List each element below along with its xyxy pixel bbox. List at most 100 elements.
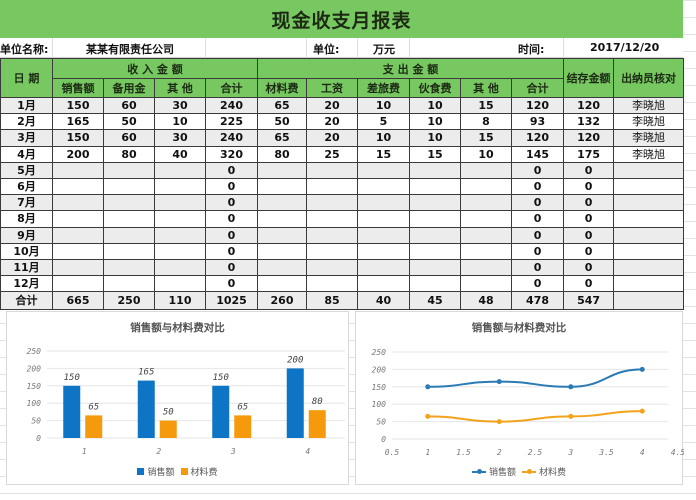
cell-other-income[interactable]	[154, 226, 206, 244]
cell-meals[interactable]	[409, 161, 461, 179]
cell-income-total[interactable]: 320	[205, 145, 258, 163]
cell-reserve[interactable]	[103, 194, 155, 212]
unit-value[interactable]: 万元	[373, 43, 395, 56]
cell-salary[interactable]	[306, 275, 358, 293]
cell-cashier[interactable]	[613, 258, 685, 277]
cell-other-expense[interactable]	[460, 226, 512, 244]
header-date[interactable]: 日 期	[0, 58, 53, 98]
cell-month[interactable]: 4月	[0, 145, 53, 163]
cell-other-expense[interactable]	[460, 210, 512, 228]
total-cell-income-total[interactable]: 1025	[205, 291, 258, 311]
cell-salary[interactable]	[306, 161, 358, 179]
cell-expense-total[interactable]: 0	[510, 177, 565, 196]
cell-cashier[interactable]: 李晓旭	[613, 145, 685, 163]
cell-income-total[interactable]: 0	[205, 275, 258, 293]
cell-reserve[interactable]	[103, 161, 155, 179]
header-expense-total[interactable]: 合计	[510, 78, 565, 98]
total-cell-travel[interactable]: 40	[357, 291, 410, 311]
cell-other-expense[interactable]	[460, 242, 512, 260]
cell-expense-total[interactable]: 120	[510, 129, 565, 147]
cell-cashier[interactable]	[613, 177, 685, 196]
cell-other-expense[interactable]	[460, 194, 512, 212]
cell-sales[interactable]	[52, 161, 104, 179]
header-salary[interactable]: 工资	[306, 78, 358, 98]
cell-income-total[interactable]: 0	[205, 194, 258, 212]
cell-salary[interactable]	[306, 242, 358, 260]
total-cell-meals[interactable]: 45	[409, 291, 461, 311]
cell-material[interactable]: 50	[257, 113, 307, 131]
cell-balance[interactable]: 120	[563, 129, 615, 147]
cell-other-expense[interactable]: 10	[460, 145, 512, 163]
cell-sales[interactable]: 150	[52, 129, 104, 147]
cell-salary[interactable]	[306, 177, 358, 196]
cell-cashier[interactable]: 李晓旭	[613, 129, 685, 147]
cell-travel[interactable]: 10	[357, 129, 410, 147]
cell-reserve[interactable]	[103, 226, 155, 244]
header-balance[interactable]: 结存金额	[563, 58, 615, 98]
cell-reserve[interactable]: 80	[103, 145, 155, 163]
cell-material[interactable]	[257, 161, 307, 179]
cell-other-expense[interactable]	[460, 258, 512, 277]
cell-reserve[interactable]	[103, 177, 155, 196]
cell-balance[interactable]: 0	[563, 194, 615, 212]
cell-other-income[interactable]: 30	[154, 129, 206, 147]
cell-month[interactable]: 8月	[0, 210, 53, 228]
cell-meals[interactable]	[409, 242, 461, 260]
cell-salary[interactable]	[306, 194, 358, 212]
cell-income-total[interactable]: 240	[205, 129, 258, 147]
cell-travel[interactable]	[357, 210, 410, 228]
header-reserve[interactable]: 备用金	[103, 78, 155, 98]
cell-other-expense[interactable]	[460, 177, 512, 196]
cell-month[interactable]: 2月	[0, 113, 53, 131]
cell-expense-total[interactable]: 0	[510, 258, 565, 277]
cell-material[interactable]: 80	[257, 145, 307, 163]
cell-other-expense[interactable]	[460, 275, 512, 293]
cell-cashier[interactable]	[613, 161, 685, 179]
cell-travel[interactable]	[357, 242, 410, 260]
cell-sales[interactable]	[52, 242, 104, 260]
cell-balance[interactable]: 120	[563, 96, 615, 115]
cell-month[interactable]: 11月	[0, 258, 53, 277]
total-cell-other-expense[interactable]: 48	[460, 291, 512, 311]
cell-material[interactable]	[257, 177, 307, 196]
cell-other-income[interactable]	[154, 275, 206, 293]
report-title-bar[interactable]: 现金收支月报表	[0, 0, 683, 38]
cell-meals[interactable]: 10	[409, 113, 461, 131]
cell-month[interactable]: 6月	[0, 177, 53, 196]
cell-meals[interactable]	[409, 210, 461, 228]
cell-travel[interactable]	[357, 177, 410, 196]
cell-travel[interactable]: 10	[357, 96, 410, 115]
cell-other-expense[interactable]: 8	[460, 113, 512, 131]
cell-income-total[interactable]: 0	[205, 161, 258, 179]
cell-meals[interactable]	[409, 226, 461, 244]
cell-expense-total[interactable]: 0	[510, 242, 565, 260]
cell-balance[interactable]: 0	[563, 177, 615, 196]
cell-other-income[interactable]	[154, 161, 206, 179]
cell-material[interactable]	[257, 275, 307, 293]
cell-balance[interactable]: 132	[563, 113, 615, 131]
cell-reserve[interactable]: 60	[103, 96, 155, 115]
cell-reserve[interactable]: 50	[103, 113, 155, 131]
cell-balance[interactable]: 0	[563, 161, 615, 179]
cell-material[interactable]	[257, 226, 307, 244]
cell-reserve[interactable]	[103, 258, 155, 277]
cell-balance[interactable]: 0	[563, 275, 615, 293]
cell-other-income[interactable]	[154, 258, 206, 277]
cell-cashier[interactable]: 李晓旭	[613, 96, 685, 115]
cell-expense-total[interactable]: 120	[510, 96, 565, 115]
cell-salary[interactable]	[306, 258, 358, 277]
cell-other-income[interactable]	[154, 242, 206, 260]
cell-income-total[interactable]: 240	[205, 96, 258, 115]
cell-other-income[interactable]: 30	[154, 96, 206, 115]
total-cell-expense-total[interactable]: 478	[510, 291, 565, 311]
cell-income-total[interactable]: 0	[205, 226, 258, 244]
cell-income-total[interactable]: 0	[205, 242, 258, 260]
cell-reserve[interactable]	[103, 242, 155, 260]
cell-salary[interactable]	[306, 210, 358, 228]
cell-balance[interactable]: 175	[563, 145, 615, 163]
cell-other-income[interactable]	[154, 210, 206, 228]
company-value[interactable]: 某某有限责任公司	[86, 43, 174, 56]
header-income-group[interactable]: 收 入 金 额	[52, 58, 258, 79]
cell-income-total[interactable]: 225	[205, 113, 258, 131]
header-cashier[interactable]: 出纳员核对	[613, 58, 685, 98]
